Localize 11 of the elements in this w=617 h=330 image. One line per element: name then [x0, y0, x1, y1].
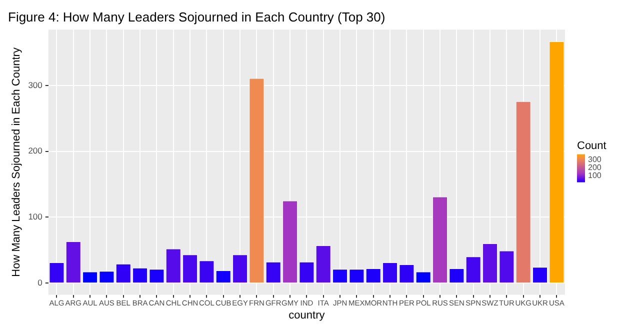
y-tick-label: 200: [28, 146, 43, 156]
chart-title: Figure 4: How Many Leaders Sojourned in Each Country (Top 30): [8, 9, 386, 24]
y-axis-title: How Many Leaders Sojourned in Each Country: [10, 47, 23, 277]
y-tick-label: 300: [28, 80, 43, 90]
color-bar-label: 100: [588, 170, 602, 180]
x-axis-title: country: [288, 309, 326, 322]
color-bar-label: 200: [588, 162, 602, 172]
color-bar-label: 300: [588, 154, 602, 164]
y-tick-label: 100: [28, 211, 43, 222]
legend-title: Count: [577, 140, 606, 152]
y-tick-label: 0: [38, 277, 43, 288]
